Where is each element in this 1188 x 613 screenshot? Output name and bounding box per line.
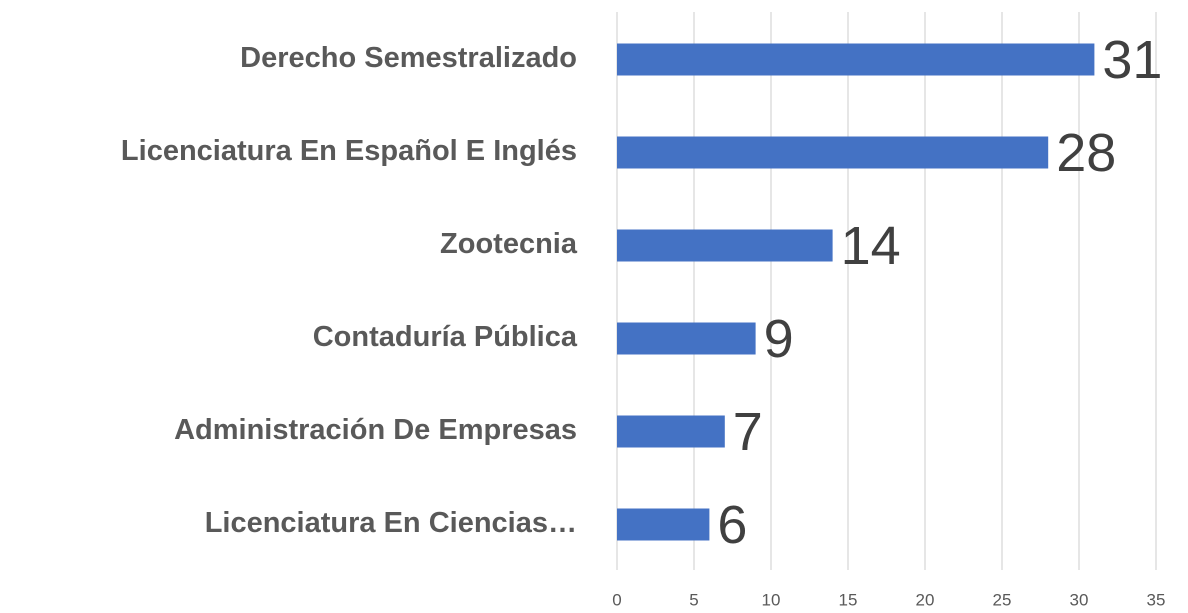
y-tick-label: Licenciatura En Español E Inglés [121,135,577,167]
value-label: 6 [717,495,747,555]
bar [617,136,1049,169]
x-tick-label: 35 [1147,590,1166,609]
y-tick-label: Derecho Semestralizado [240,42,577,74]
x-tick-label: 10 [762,590,781,609]
x-tick-label: 30 [1070,590,1089,609]
x-tick-label: 0 [612,590,621,609]
bar [617,415,725,448]
value-label: 28 [1056,123,1116,183]
y-tick-label: Contaduría Pública [313,321,578,353]
x-tick-label: 25 [993,590,1012,609]
x-tick-label: 15 [839,590,858,609]
value-label: 7 [733,402,763,462]
y-tick-label: Administración De Empresas [174,414,577,446]
x-tick-label: 5 [689,590,698,609]
value-label: 31 [1102,30,1162,90]
y-tick-label: Licenciatura En Ciencias… [205,507,577,539]
value-label: 9 [764,309,794,369]
value-label: 14 [841,216,901,276]
bar [617,43,1095,76]
bar [617,322,756,355]
x-tick-label: 20 [916,590,935,609]
y-tick-label: Zootecnia [440,228,578,260]
bar [617,508,710,541]
bar [617,229,833,262]
